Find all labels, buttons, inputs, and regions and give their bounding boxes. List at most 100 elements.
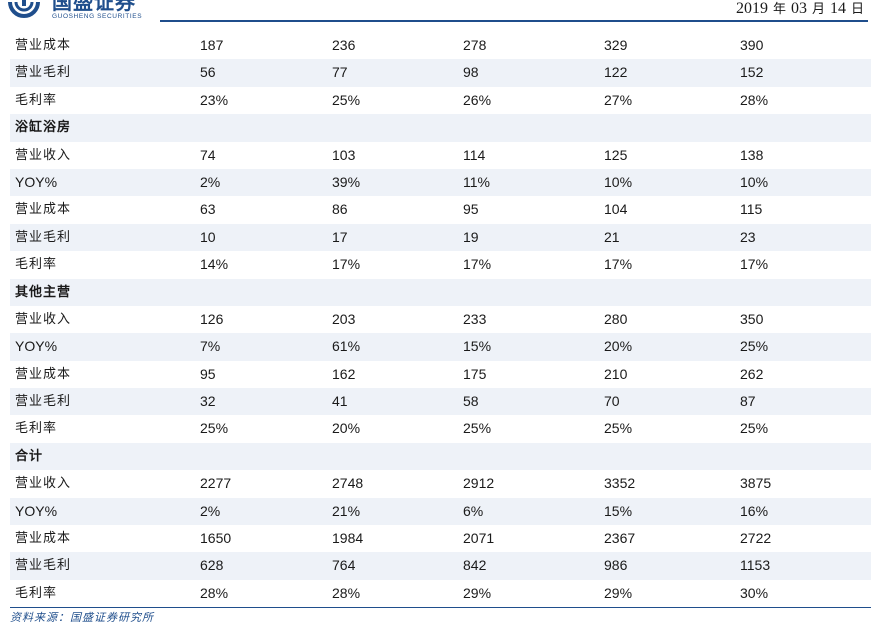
table-cell: 10% — [604, 173, 633, 190]
table-cell: 764 — [332, 557, 356, 574]
table-cell: 19 — [463, 228, 479, 245]
table-cell: 26% — [463, 91, 492, 108]
page-header: 国盛证券 GUOSHENG SECURITIES 2019 年 03 月 14 日 — [0, 0, 891, 26]
header-divider — [160, 20, 868, 22]
table-cell: 1650 — [200, 530, 232, 547]
date-year: 2019 — [735, 0, 768, 17]
table-row: 营业毛利 56 77 98 122 152 — [10, 59, 871, 87]
table-cell: 278 — [463, 37, 487, 53]
table-cell: 28% — [332, 584, 361, 601]
table-cell: 7% — [200, 338, 221, 355]
table-cell: 28% — [200, 584, 229, 601]
date-year-unit: 年 — [772, 2, 786, 17]
table-cell: 2748 — [332, 475, 364, 492]
table-cell: 23% — [200, 91, 229, 108]
table-cell: 236 — [332, 37, 356, 53]
table-cell: 104 — [604, 201, 628, 218]
row-label: 营业毛利 — [15, 229, 72, 245]
table-cell: 58 — [463, 393, 479, 410]
table-row: 营业毛利 628 764 842 986 1153 — [10, 552, 871, 580]
table-row: 营业收入 126 203 233 280 350 — [10, 306, 871, 333]
table-cell: 95 — [463, 201, 479, 218]
table-cell: 17% — [463, 256, 492, 273]
table-cell: 25% — [332, 91, 361, 108]
table-row: 毛利率 28% 28% 29% 29% 30% — [10, 580, 871, 607]
table-cell: 17% — [740, 256, 769, 273]
table-cell: 210 — [604, 365, 628, 382]
table-cell: 77 — [332, 64, 348, 81]
section-label: 浴缸浴房 — [15, 120, 72, 136]
table-cell: 6% — [463, 502, 484, 519]
row-label: 营业成本 — [15, 531, 72, 547]
logo-mark-icon — [8, 0, 40, 18]
table-cell: 162 — [332, 365, 356, 382]
row-label: 营业成本 — [15, 38, 72, 53]
table-row: YOY% 7% 61% 15% 20% 25% — [10, 333, 871, 361]
table-cell: 15% — [604, 502, 633, 519]
table-cell: 842 — [463, 557, 487, 574]
table-cell: 25% — [200, 420, 229, 437]
table-cell: 3875 — [740, 475, 772, 492]
table-row: 毛利率 23% 25% 26% 27% 28% — [10, 87, 871, 114]
table-cell: 98 — [463, 64, 479, 81]
row-label: 营业收入 — [15, 311, 72, 327]
table-cell: 25% — [463, 420, 492, 437]
row-label: YOY% — [15, 502, 58, 519]
date-month-unit: 月 — [811, 2, 825, 17]
table-cell: 350 — [740, 310, 764, 327]
table-row: 营业成本 95 162 175 210 262 — [10, 361, 871, 388]
date-day: 14 — [829, 0, 846, 17]
row-label: 营业毛利 — [15, 558, 72, 574]
row-label: 营业成本 — [15, 366, 72, 382]
table-cell: 3352 — [604, 475, 636, 492]
source-note: 资料来源：国盛证券研究所 — [10, 611, 154, 624]
table-cell: 2367 — [604, 530, 636, 547]
row-label: 毛利率 — [15, 421, 58, 437]
table-row: 营业成本 187 236 278 329 390 — [10, 32, 871, 59]
table-cell: 56 — [200, 64, 216, 81]
table-cell: 21% — [332, 502, 361, 519]
table-cell: 187 — [200, 37, 224, 53]
table-row: 营业收入 74 103 114 125 138 — [10, 142, 871, 169]
section-label: 合计 — [15, 448, 44, 464]
table-cell: 11% — [463, 173, 490, 190]
section-header-row: 合计 — [10, 442, 871, 471]
financial-table: 营业成本 187 236 278 329 390 营业毛利 56 77 98 122 152 毛利率 23… — [10, 32, 871, 607]
table-cell: 233 — [463, 310, 487, 327]
section-header-row: 其他主营 — [10, 278, 871, 306]
row-label: YOY% — [15, 173, 58, 190]
table-cell: 39% — [332, 173, 361, 190]
table-cell: 1984 — [332, 530, 364, 547]
table-cell: 986 — [604, 557, 628, 574]
table-cell: 17 — [332, 228, 348, 245]
table-cell: 175 — [463, 365, 487, 382]
table-cell: 329 — [604, 37, 628, 53]
table-row: 营业成本 63 86 95 104 115 — [10, 196, 871, 223]
table-cell: 20% — [604, 338, 633, 355]
table-cell: 17% — [604, 256, 633, 273]
table-cell: 2722 — [740, 530, 772, 547]
table-cell: 28% — [740, 91, 769, 108]
date-month: 03 — [790, 0, 807, 17]
table-cell: 262 — [740, 365, 764, 382]
table-cell: 30% — [740, 584, 769, 601]
table-row: 营业毛利 10 17 19 21 23 — [10, 223, 871, 252]
table-cell: 27% — [604, 91, 633, 108]
table-cell: 138 — [740, 146, 764, 163]
row-label: YOY% — [15, 338, 58, 355]
table-cell: 126 — [200, 310, 224, 327]
table-cell: 10% — [740, 173, 769, 190]
table-cell: 25% — [740, 420, 769, 437]
table-cell: 16% — [740, 502, 769, 519]
table-cell: 390 — [740, 37, 764, 53]
table-cell: 29% — [463, 584, 492, 601]
table-bottom-divider — [10, 607, 871, 608]
table-cell: 2% — [200, 502, 221, 519]
logo-english-name: GUOSHENG SECURITIES — [52, 13, 143, 20]
table-cell: 63 — [200, 201, 216, 218]
table-cell: 95 — [200, 365, 216, 382]
row-label: 营业成本 — [15, 202, 72, 218]
table-cell: 70 — [604, 393, 620, 410]
table-cell: 29% — [604, 584, 633, 601]
table-cell: 115 — [740, 201, 763, 218]
